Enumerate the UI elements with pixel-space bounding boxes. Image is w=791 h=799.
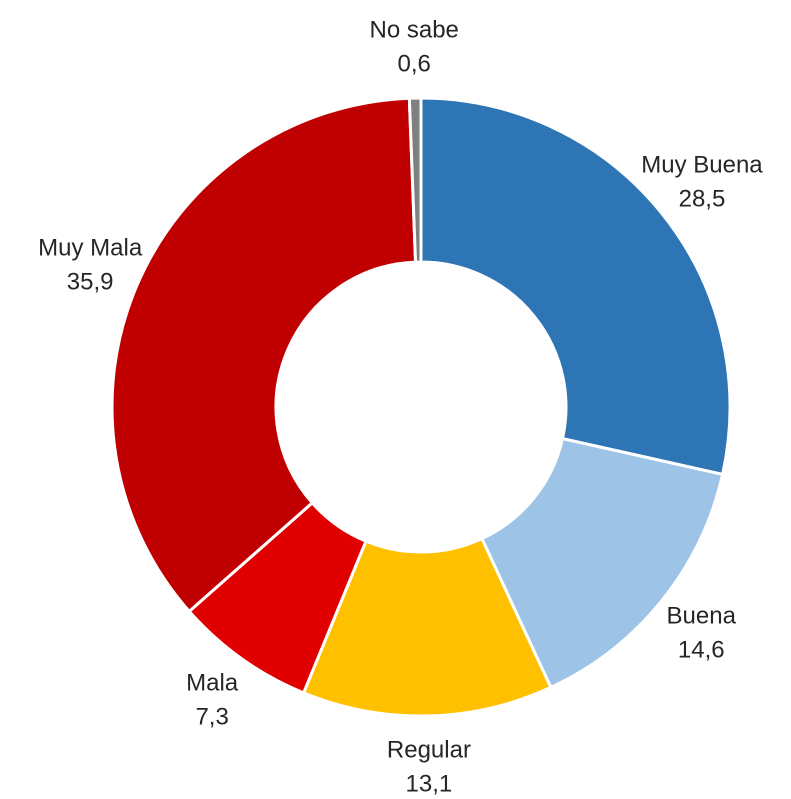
slice-value: 0,6	[398, 50, 431, 77]
donut-slice	[419, 96, 732, 477]
slice-label: Muy Buena	[641, 151, 763, 178]
slice-label: Buena	[667, 602, 737, 629]
slice-value: 13,1	[406, 770, 453, 797]
slice-value: 35,9	[67, 268, 114, 295]
slice-value: 14,6	[678, 636, 725, 663]
donut-slice	[110, 96, 418, 614]
donut-slice	[301, 536, 553, 718]
slice-value: 28,5	[679, 185, 726, 212]
slice-value: 7,3	[195, 704, 228, 731]
slice-label: Muy Mala	[38, 234, 143, 261]
donut-slice	[407, 96, 423, 264]
slice-label: No sabe	[370, 16, 459, 43]
slice-label: Regular	[387, 736, 471, 763]
donut-slice	[479, 436, 725, 690]
slice-label: Mala	[186, 670, 239, 697]
